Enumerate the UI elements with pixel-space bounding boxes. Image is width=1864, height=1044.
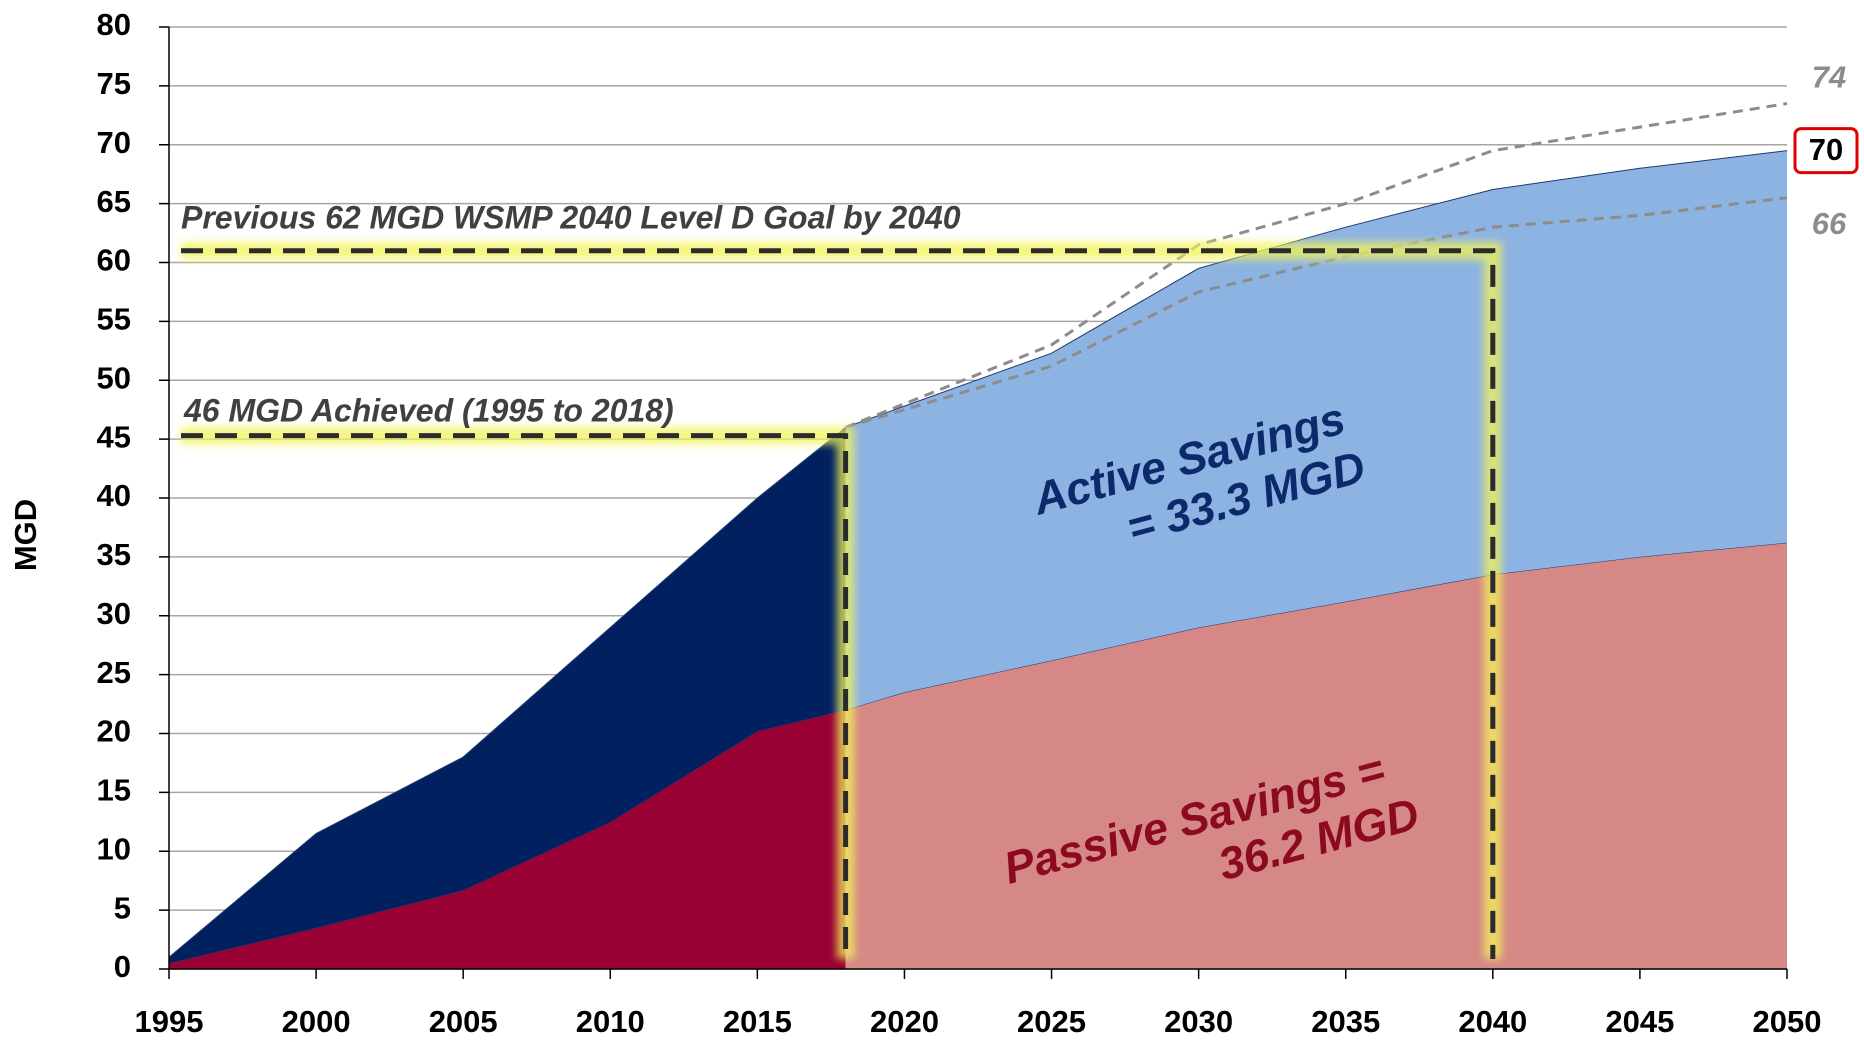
goal-label: Previous 62 MGD WSMP 2040 Level D Goal b… — [181, 199, 961, 235]
y-tick-label: 30 — [97, 596, 131, 631]
area — [845, 542, 1787, 969]
y-tick-label: 20 — [97, 714, 131, 749]
y-tick-label: 40 — [97, 478, 131, 513]
x-tick-label: 2050 — [1753, 1004, 1822, 1039]
y-tick-label: 10 — [97, 831, 131, 866]
y-tick-label: 80 — [97, 7, 131, 42]
x-tick-label: 2040 — [1458, 1004, 1527, 1039]
area — [169, 427, 846, 964]
x-tick-label: 2045 — [1605, 1004, 1674, 1039]
y-tick-label: 15 — [97, 773, 131, 808]
total-label-box — [1793, 127, 1859, 175]
y-tick-label: 0 — [114, 949, 131, 984]
y-tick-label: 50 — [97, 360, 131, 395]
area — [845, 150, 1787, 710]
projection-label: 66 — [1812, 206, 1847, 241]
y-tick-label: 55 — [97, 302, 131, 337]
y-tick-label: 25 — [97, 655, 131, 690]
y-tick-label: 45 — [97, 419, 131, 454]
goal-line — [181, 248, 1496, 959]
total-label: 70 — [1809, 132, 1843, 167]
y-tick-label: 60 — [97, 243, 131, 278]
area-edge — [168, 426, 846, 958]
y-tick-label: 35 — [97, 537, 131, 572]
x-tick-label: 2005 — [429, 1004, 498, 1039]
projection-line — [845, 102, 1788, 429]
projection-label: 74 — [1812, 60, 1846, 95]
x-tick-label: 2035 — [1311, 1004, 1380, 1039]
x-tick-label: 2025 — [1017, 1004, 1086, 1039]
x-tick-label: 1995 — [135, 1004, 204, 1039]
goal-line — [181, 433, 849, 959]
x-tick-label: 2015 — [723, 1004, 792, 1039]
y-tick-label: 5 — [114, 890, 131, 925]
x-tick-label: 2010 — [576, 1004, 645, 1039]
y-axis-label: MGD — [8, 499, 43, 571]
y-tick-label: 70 — [97, 125, 131, 160]
area — [169, 709, 846, 969]
x-tick-label: 2030 — [1164, 1004, 1233, 1039]
x-tick-label: 2020 — [870, 1004, 939, 1039]
y-tick-label: 65 — [97, 184, 131, 219]
projection-line — [845, 196, 1788, 429]
y-tick-label: 75 — [97, 66, 131, 101]
x-tick-label: 2000 — [282, 1004, 351, 1039]
goal-label: 46 MGD Achieved (1995 to 2018) — [183, 392, 674, 428]
